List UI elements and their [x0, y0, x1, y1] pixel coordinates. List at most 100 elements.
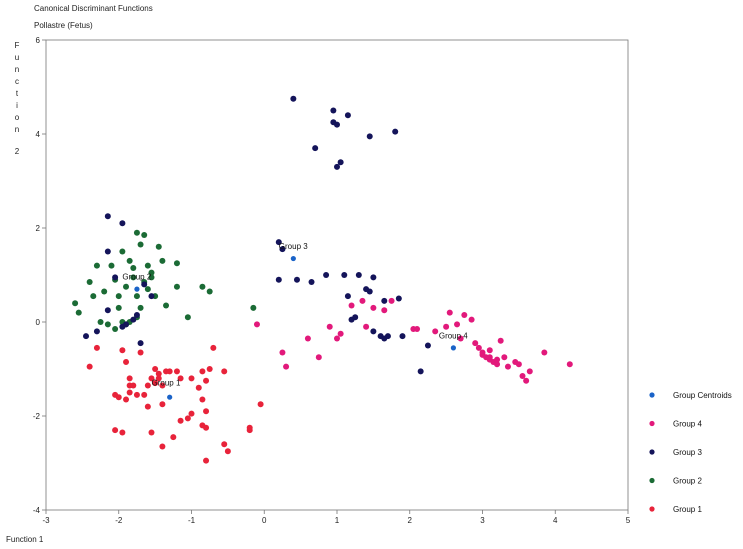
group-2-point: [93, 262, 100, 269]
group-1-point: [144, 403, 151, 410]
group-4-point: [494, 356, 501, 363]
group-3-point: [130, 316, 137, 323]
group-1-point: [224, 448, 231, 455]
group-2-point: [133, 229, 140, 236]
y-axis-label-letter: c: [15, 77, 19, 86]
group-2-point: [159, 257, 166, 264]
group-2-point: [108, 262, 115, 269]
group-1-point: [221, 368, 228, 375]
group-2-point: [148, 269, 155, 276]
group-2-point: [101, 288, 108, 295]
group-3-point: [93, 328, 100, 335]
group-4-point: [497, 337, 504, 344]
group-1-point: [126, 389, 133, 396]
group-4-point: [326, 323, 333, 330]
group-2-point: [90, 293, 97, 300]
group-4-point: [501, 354, 508, 361]
group-centroid-point: [134, 286, 140, 292]
group-4-point: [388, 297, 395, 304]
group-3-point: [279, 246, 286, 253]
group-4-point: [486, 354, 493, 361]
group-4-point: [443, 323, 450, 330]
group-annotation: Group 4: [439, 331, 468, 340]
group-1-point: [246, 427, 253, 434]
y-axis-label-number: 2: [14, 147, 20, 156]
group-4-point: [526, 368, 533, 375]
group-3-point: [133, 311, 140, 318]
group-annotation: Group 2: [122, 273, 151, 282]
group-3-point: [399, 333, 406, 340]
group-2-point: [144, 286, 151, 293]
group-4-point: [519, 373, 526, 380]
group-1-point: [257, 401, 264, 408]
group-2-point: [123, 283, 130, 290]
group-4-point: [541, 349, 548, 356]
group-1-point: [203, 457, 210, 464]
group-3-point: [370, 328, 377, 335]
group-2-point: [141, 232, 148, 239]
group-1-point: [144, 382, 151, 389]
group-2-point: [148, 274, 155, 281]
group-1-point: [155, 370, 162, 377]
group-3-point: [395, 295, 402, 302]
group-3-point: [112, 274, 119, 281]
group-2-point: [184, 314, 191, 321]
group-1-point: [112, 427, 119, 434]
group-2-point: [155, 243, 162, 250]
group-4-point: [279, 349, 286, 356]
group-3-point: [392, 128, 399, 135]
group-3-point: [104, 248, 111, 255]
group-3-point: [384, 333, 391, 340]
legend-marker: [649, 506, 655, 512]
group-2-point: [119, 248, 126, 255]
x-tick-label: -1: [188, 516, 196, 525]
group-4-point: [315, 354, 322, 361]
group-1-point: [210, 344, 217, 351]
x-tick-label: 2: [408, 516, 413, 525]
group-4-point: [446, 309, 453, 316]
group-2-point: [163, 302, 170, 309]
group-3-point: [290, 95, 297, 102]
group-4-point: [566, 361, 573, 368]
group-2-point: [137, 304, 144, 311]
group-4-point: [304, 335, 311, 342]
group-3-point: [148, 293, 155, 300]
group-4-point: [253, 321, 260, 328]
group-3-point: [381, 297, 388, 304]
group-2-point: [173, 283, 180, 290]
group-4-point: [472, 340, 479, 347]
group-2-point: [115, 293, 122, 300]
group-4-point: [457, 335, 464, 342]
legend-label: Group 4: [673, 420, 702, 429]
group-1-point: [130, 382, 137, 389]
group-4-point: [348, 302, 355, 309]
y-tick-label: -4: [33, 506, 41, 515]
group-1-point: [148, 375, 155, 382]
group-3-point: [323, 272, 330, 278]
group-2-point: [144, 262, 151, 269]
group-3-point: [352, 314, 359, 321]
y-tick-label: 2: [36, 224, 41, 233]
group-1-point: [170, 434, 177, 441]
group-3-point: [344, 293, 351, 300]
legend-marker: [649, 449, 655, 455]
group-2-point: [115, 304, 122, 311]
y-axis-label-letter: t: [15, 89, 19, 98]
group-1-point: [133, 391, 140, 398]
group-2-point: [206, 288, 213, 295]
group-2-point: [112, 326, 119, 333]
group-1-point: [199, 396, 206, 403]
group-4-point: [475, 344, 482, 351]
x-tick-label: 3: [480, 516, 485, 525]
x-axis-label: Function 1: [6, 535, 44, 544]
group-1-point: [93, 344, 100, 351]
group-2-point: [133, 293, 140, 300]
group-1-point: [203, 424, 210, 431]
legend-label: Group Centroids: [673, 391, 732, 400]
group-1-point: [159, 401, 166, 408]
x-tick-label: 5: [626, 516, 631, 525]
group-1-point: [119, 347, 126, 354]
group-centroid-point: [167, 394, 173, 400]
group-4-point: [479, 349, 486, 356]
